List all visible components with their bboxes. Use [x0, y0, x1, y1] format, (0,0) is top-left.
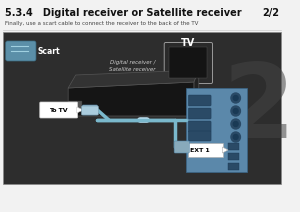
Circle shape	[233, 109, 238, 113]
Circle shape	[233, 121, 238, 127]
Text: Finally, use a scart cable to connect the receiver to the back of the TV: Finally, use a scart cable to connect th…	[5, 21, 198, 26]
Circle shape	[233, 95, 238, 100]
FancyBboxPatch shape	[188, 131, 211, 141]
Polygon shape	[77, 107, 83, 113]
Text: 2/2: 2/2	[262, 8, 279, 18]
Polygon shape	[222, 147, 228, 153]
FancyBboxPatch shape	[6, 41, 36, 61]
Text: EXT 1: EXT 1	[190, 148, 210, 152]
Circle shape	[231, 132, 240, 142]
Circle shape	[231, 119, 240, 129]
Text: Digital receiver /
Satellite receiver: Digital receiver / Satellite receiver	[109, 60, 156, 72]
FancyBboxPatch shape	[188, 95, 211, 106]
Text: To TV: To TV	[50, 107, 68, 113]
Bar	[228, 153, 239, 160]
Polygon shape	[68, 70, 199, 88]
Text: Scart: Scart	[38, 46, 61, 56]
FancyBboxPatch shape	[164, 42, 212, 84]
FancyBboxPatch shape	[40, 102, 78, 118]
Circle shape	[231, 93, 240, 103]
FancyBboxPatch shape	[188, 121, 211, 132]
Text: 2: 2	[223, 60, 296, 160]
Bar	[68, 101, 82, 109]
FancyBboxPatch shape	[82, 105, 98, 115]
FancyBboxPatch shape	[188, 108, 211, 119]
Bar	[228, 143, 239, 150]
FancyBboxPatch shape	[188, 143, 224, 157]
Circle shape	[231, 106, 240, 116]
Bar	[228, 163, 239, 170]
Circle shape	[233, 134, 238, 139]
Text: 5.3.4   Digital receiver or Satellite receiver: 5.3.4 Digital receiver or Satellite rece…	[5, 8, 242, 18]
Bar	[187, 88, 247, 172]
Text: TV: TV	[181, 38, 196, 48]
Polygon shape	[194, 70, 199, 116]
Bar	[3, 32, 281, 184]
Bar	[169, 47, 207, 78]
FancyBboxPatch shape	[81, 106, 98, 115]
FancyBboxPatch shape	[174, 141, 189, 153]
Polygon shape	[68, 82, 194, 116]
